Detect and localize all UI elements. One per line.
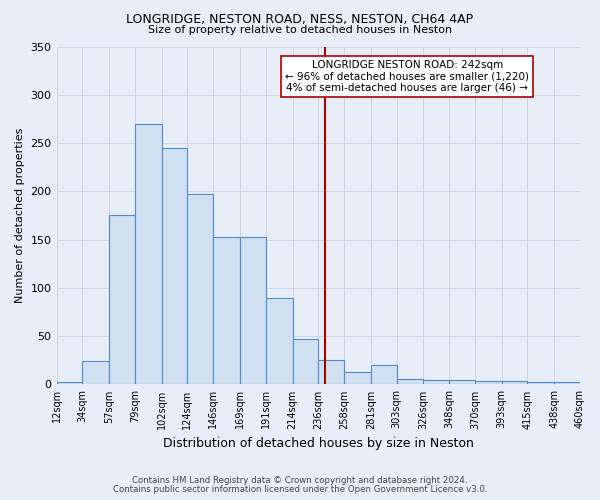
Bar (187, 194, 213, 384)
Text: Contains HM Land Registry data © Crown copyright and database right 2024.: Contains HM Land Registry data © Crown c… (132, 476, 468, 485)
Bar (397, 378, 424, 384)
Text: LONGRIDGE, NESTON ROAD, NESS, NESTON, CH64 4AP: LONGRIDGE, NESTON ROAD, NESS, NESTON, CH… (127, 12, 473, 26)
Bar (527, 382, 554, 384)
Bar (424, 380, 449, 384)
Bar (82, 362, 109, 384)
Bar (213, 236, 240, 384)
X-axis label: Distribution of detached houses by size in Neston: Distribution of detached houses by size … (163, 437, 474, 450)
Text: LONGRIDGE NESTON ROAD: 242sqm
← 96% of detached houses are smaller (1,220)
4% of: LONGRIDGE NESTON ROAD: 242sqm ← 96% of d… (285, 60, 529, 93)
Bar (502, 380, 527, 384)
Bar (266, 298, 293, 384)
Bar (240, 236, 266, 384)
Bar (162, 148, 187, 384)
Bar (318, 360, 344, 384)
Text: Size of property relative to detached houses in Neston: Size of property relative to detached ho… (148, 25, 452, 35)
Bar (449, 380, 475, 384)
Bar (371, 365, 397, 384)
Bar (56, 382, 82, 384)
Y-axis label: Number of detached properties: Number of detached properties (15, 128, 25, 303)
Bar (135, 124, 162, 384)
Bar (293, 339, 318, 384)
Bar (475, 380, 502, 384)
Bar (109, 216, 135, 384)
Bar (344, 372, 371, 384)
Text: Contains public sector information licensed under the Open Government Licence v3: Contains public sector information licen… (113, 485, 487, 494)
Bar (554, 382, 580, 384)
